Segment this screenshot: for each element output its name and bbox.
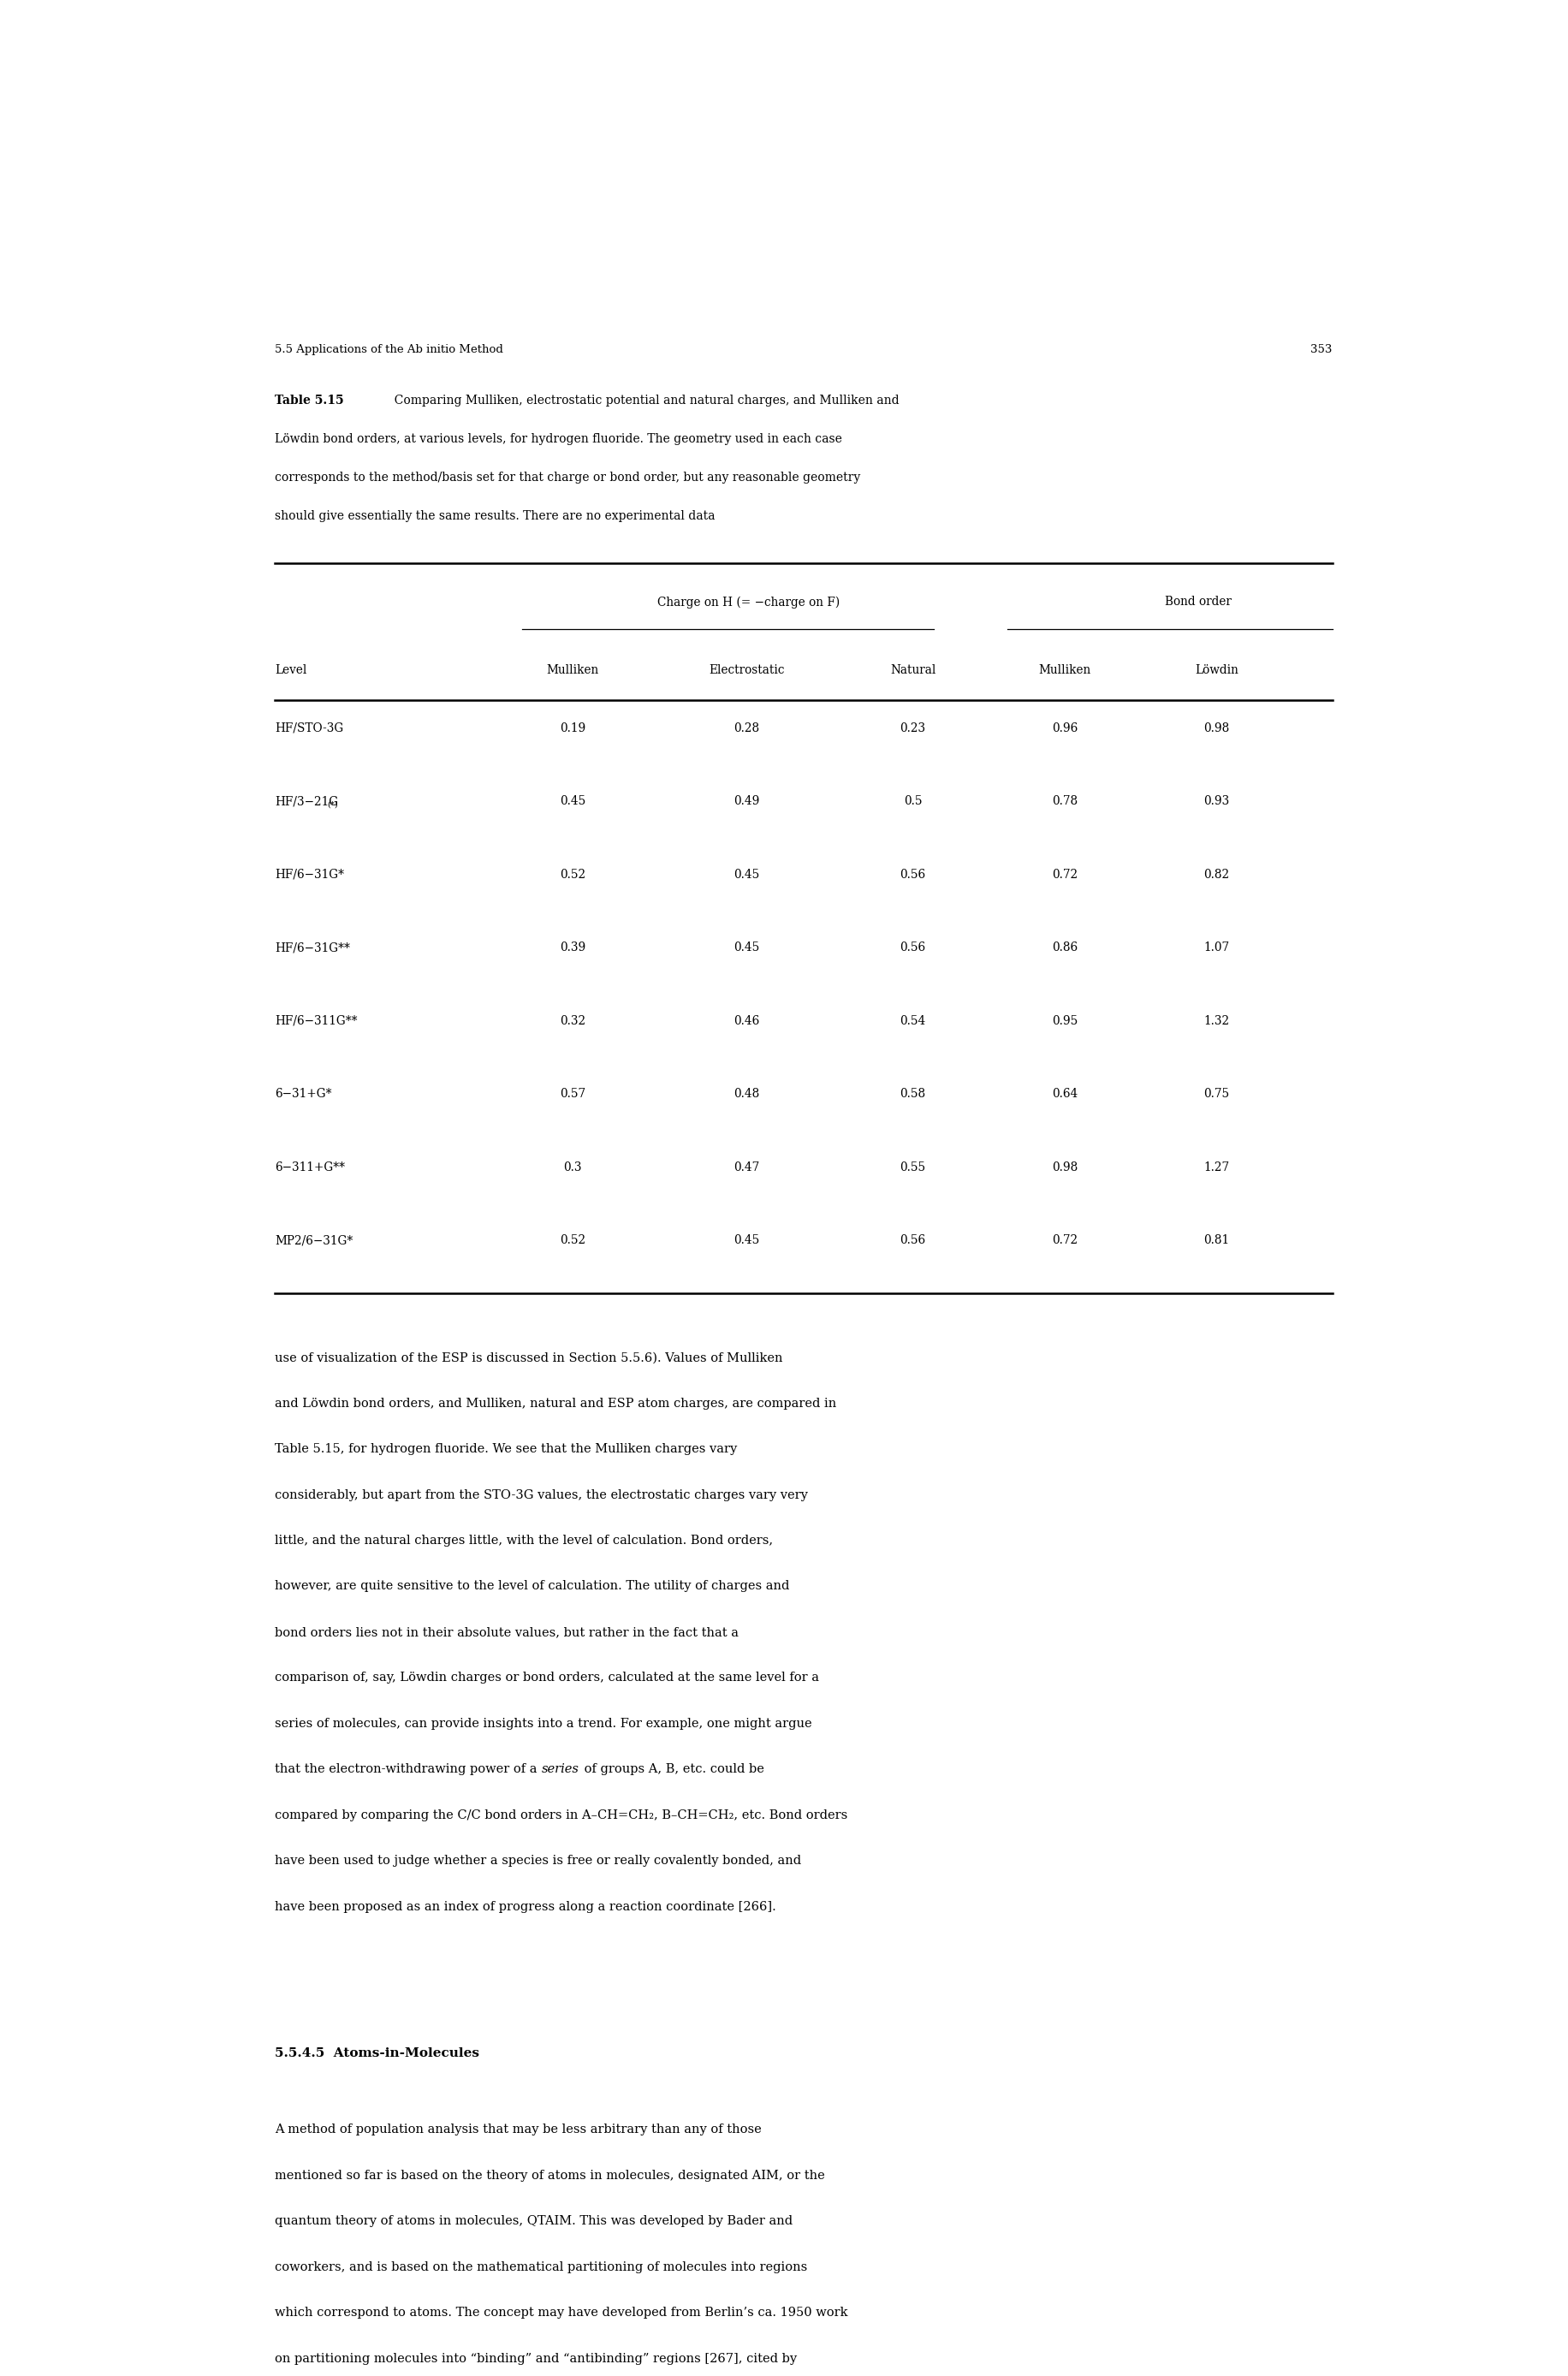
Text: on partitioning molecules into “binding” and “antibinding” regions [267], cited : on partitioning molecules into “binding”… xyxy=(274,2352,797,2364)
Text: 0.82: 0.82 xyxy=(1204,870,1229,881)
Text: 0.56: 0.56 xyxy=(900,1236,925,1247)
Text: 0.49: 0.49 xyxy=(734,796,759,808)
Text: little, and the natural charges little, with the level of calculation. Bond orde: little, and the natural charges little, … xyxy=(274,1535,773,1547)
Text: use of visualization of the ESP is discussed in Section 5.5.6). Values of Mullik: use of visualization of the ESP is discu… xyxy=(274,1352,782,1364)
Text: 0.93: 0.93 xyxy=(1204,796,1229,808)
Text: 0.56: 0.56 xyxy=(900,941,925,953)
Text: Natural: Natural xyxy=(891,663,936,675)
Text: 6−311+G**: 6−311+G** xyxy=(274,1162,345,1174)
Text: Löwdin bond orders, at various levels, for hydrogen fluoride. The geometry used : Löwdin bond orders, at various levels, f… xyxy=(274,432,842,444)
Text: 1.27: 1.27 xyxy=(1204,1162,1229,1174)
Text: quantum theory of atoms in molecules, QTAIM. This was developed by Bader and: quantum theory of atoms in molecules, QT… xyxy=(274,2214,793,2226)
Text: 0.58: 0.58 xyxy=(900,1088,925,1100)
Text: corresponds to the method/basis set for that charge or bond order, but any reaso: corresponds to the method/basis set for … xyxy=(274,473,861,485)
Text: of groups A, B, etc. could be: of groups A, B, etc. could be xyxy=(580,1763,765,1775)
Text: have been proposed as an index of progress along a reaction coordinate [266].: have been proposed as an index of progre… xyxy=(274,1901,776,1913)
Text: have been used to judge whether a species is free or really covalently bonded, a: have been used to judge whether a specie… xyxy=(274,1856,801,1868)
Text: 0.45: 0.45 xyxy=(734,870,759,881)
Text: series of molecules, can provide insights into a trend. For example, one might a: series of molecules, can provide insight… xyxy=(274,1718,812,1730)
Text: 0.19: 0.19 xyxy=(560,722,586,734)
Text: 353: 353 xyxy=(1311,345,1333,354)
Text: Mulliken: Mulliken xyxy=(547,663,599,675)
Text: 0.86: 0.86 xyxy=(1052,941,1077,953)
Text: 0.81: 0.81 xyxy=(1204,1236,1229,1247)
Text: A method of population analysis that may be less arbitrary than any of those: A method of population analysis that may… xyxy=(274,2124,762,2136)
Text: 0.95: 0.95 xyxy=(1052,1015,1077,1026)
Text: Table 5.15: Table 5.15 xyxy=(274,394,343,406)
Text: 0.52: 0.52 xyxy=(560,1236,585,1247)
Text: comparison of, say, Löwdin charges or bond orders, calculated at the same level : comparison of, say, Löwdin charges or bo… xyxy=(274,1673,820,1685)
Text: Table 5.15, for hydrogen fluoride. We see that the Mulliken charges vary: Table 5.15, for hydrogen fluoride. We se… xyxy=(274,1442,737,1454)
Text: 0.3: 0.3 xyxy=(563,1162,582,1174)
Text: bond orders lies not in their absolute values, but rather in the fact that a: bond orders lies not in their absolute v… xyxy=(274,1625,739,1637)
Text: 1.07: 1.07 xyxy=(1204,941,1229,953)
Text: Mulliken: Mulliken xyxy=(1038,663,1091,675)
Text: 0.57: 0.57 xyxy=(560,1088,585,1100)
Text: 0.23: 0.23 xyxy=(900,722,925,734)
Text: Bond order: Bond order xyxy=(1165,596,1232,608)
Text: 0.47: 0.47 xyxy=(734,1162,759,1174)
Text: considerably, but apart from the STO-3G values, the electrostatic charges vary v: considerably, but apart from the STO-3G … xyxy=(274,1490,808,1502)
Text: which correspond to atoms. The concept may have developed from Berlin’s ca. 1950: which correspond to atoms. The concept m… xyxy=(274,2307,848,2319)
Text: series: series xyxy=(541,1763,579,1775)
Text: MP2/6−31G*: MP2/6−31G* xyxy=(274,1236,353,1247)
Text: 0.64: 0.64 xyxy=(1052,1088,1077,1100)
Text: Level: Level xyxy=(274,663,307,675)
Text: HF/3−21G: HF/3−21G xyxy=(274,796,339,808)
Text: 0.45: 0.45 xyxy=(734,1236,759,1247)
Text: Löwdin: Löwdin xyxy=(1195,663,1239,675)
Text: Charge on H (= −charge on F): Charge on H (= −charge on F) xyxy=(657,596,840,608)
Text: 5.5 Applications of the Ab initio Method: 5.5 Applications of the Ab initio Method xyxy=(274,345,503,354)
Text: 0.45: 0.45 xyxy=(734,941,759,953)
Text: HF/6−31G*: HF/6−31G* xyxy=(274,870,345,881)
Text: 5.5.4.5  Atoms-in-Molecules: 5.5.4.5 Atoms-in-Molecules xyxy=(274,2048,480,2060)
Text: 0.46: 0.46 xyxy=(734,1015,759,1026)
Text: compared by comparing the C/C bond orders in A–CH=CH₂, B–CH=CH₂, etc. Bond order: compared by comparing the C/C bond order… xyxy=(274,1808,848,1820)
Text: HF/STO-3G: HF/STO-3G xyxy=(274,722,343,734)
Text: 0.32: 0.32 xyxy=(560,1015,585,1026)
Text: mentioned so far is based on the theory of atoms in molecules, designated AIM, o: mentioned so far is based on the theory … xyxy=(274,2169,825,2181)
Text: Comparing Mulliken, electrostatic potential and natural charges, and Mulliken an: Comparing Mulliken, electrostatic potent… xyxy=(387,394,898,406)
Text: 0.45: 0.45 xyxy=(560,796,586,808)
Text: 0.54: 0.54 xyxy=(900,1015,927,1026)
Text: 1.32: 1.32 xyxy=(1204,1015,1229,1026)
Text: (*): (*) xyxy=(328,801,339,808)
Text: 0.96: 0.96 xyxy=(1052,722,1077,734)
Text: 6−31+G*: 6−31+G* xyxy=(274,1088,332,1100)
Text: 0.98: 0.98 xyxy=(1204,722,1229,734)
Text: Electrostatic: Electrostatic xyxy=(709,663,784,675)
Text: 0.55: 0.55 xyxy=(900,1162,925,1174)
Text: 0.72: 0.72 xyxy=(1052,1236,1077,1247)
Text: HF/6−311G**: HF/6−311G** xyxy=(274,1015,358,1026)
Text: 0.75: 0.75 xyxy=(1204,1088,1229,1100)
Text: 0.48: 0.48 xyxy=(734,1088,759,1100)
Text: 0.5: 0.5 xyxy=(903,796,922,808)
Text: 0.72: 0.72 xyxy=(1052,870,1077,881)
Text: 0.39: 0.39 xyxy=(560,941,586,953)
Text: 0.52: 0.52 xyxy=(560,870,585,881)
Text: 0.98: 0.98 xyxy=(1052,1162,1077,1174)
Text: 0.78: 0.78 xyxy=(1052,796,1077,808)
Text: that the electron-withdrawing power of a: that the electron-withdrawing power of a xyxy=(274,1763,541,1775)
Text: however, are quite sensitive to the level of calculation. The utility of charges: however, are quite sensitive to the leve… xyxy=(274,1580,790,1592)
Text: should give essentially the same results. There are no experimental data: should give essentially the same results… xyxy=(274,511,715,523)
Text: 0.56: 0.56 xyxy=(900,870,925,881)
Text: HF/6−31G**: HF/6−31G** xyxy=(274,941,350,953)
Text: 0.28: 0.28 xyxy=(734,722,759,734)
Text: and Löwdin bond orders, and Mulliken, natural and ESP atom charges, are compared: and Löwdin bond orders, and Mulliken, na… xyxy=(274,1397,837,1409)
Text: coworkers, and is based on the mathematical partitioning of molecules into regio: coworkers, and is based on the mathemati… xyxy=(274,2262,808,2274)
